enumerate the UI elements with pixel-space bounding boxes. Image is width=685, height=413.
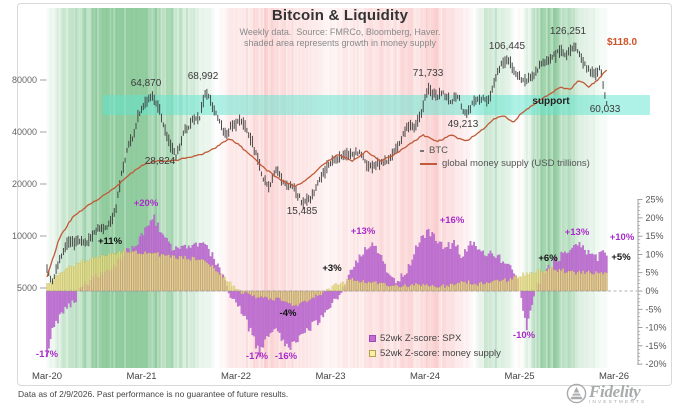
- legend-label-money-supply: global money supply (USD trillions): [442, 158, 590, 169]
- annotation-ms: +11%: [97, 236, 123, 247]
- annotation-price: 28,824: [144, 156, 176, 167]
- chart-subtitle-shading: shaded area represents growth in money s…: [243, 38, 437, 48]
- right-axis: 25% 20% 15% 10% 5% 0% -5% -10% -15% -20%: [637, 195, 667, 369]
- legend-item-btc: BTC: [420, 144, 590, 157]
- legend-label-zscore-spx: 52wk Z-score: SPX: [380, 333, 462, 344]
- y-axis-label-left: 80000: [12, 75, 37, 85]
- legend-item-money-supply: global money supply (USD trillions): [420, 157, 590, 170]
- annotation-support: support: [532, 96, 570, 107]
- btc-price-series: [46, 42, 608, 285]
- annotation-price: 15,485: [286, 206, 318, 217]
- money-supply-line-marker: [420, 162, 437, 165]
- annotation-price: 71,733: [412, 68, 444, 79]
- x-axis-label: Mar-23: [315, 371, 345, 382]
- y-axis-label-left: 5000: [17, 283, 37, 293]
- support-band: [102, 95, 650, 115]
- left-axis: 80000 40000 20000 10000 5000: [12, 75, 47, 293]
- y-axis-label-right: 10%: [646, 249, 664, 259]
- x-axis-label: Mar-26: [599, 371, 629, 382]
- y-axis-label-right: -10%: [646, 323, 667, 333]
- spx-bar-swatch: [369, 335, 376, 342]
- annotation-price: 106,445: [488, 41, 526, 52]
- btc-line-marker: [420, 149, 424, 152]
- annotation-spx: -17%: [245, 351, 269, 362]
- annotation-spx: -17%: [35, 349, 59, 360]
- annotation-spx: +13%: [350, 226, 376, 237]
- fidelity-wordmark: Fidelity INVESTMENTS: [589, 382, 647, 406]
- annotation-price: 68,992: [187, 71, 219, 82]
- legend-zscore: 52wk Z-score: SPX 52wk Z-score: money su…: [369, 331, 501, 361]
- annotation-ms: +5%: [611, 252, 631, 263]
- chart-title: Bitcoin & Liquidity: [271, 7, 409, 24]
- y-axis-label-right: 0%: [646, 286, 659, 296]
- annotation-ms: +3%: [322, 263, 342, 274]
- annotation-price: 49,213: [447, 119, 479, 130]
- chart-frame: [17, 3, 672, 386]
- y-axis-label-left: 10000: [12, 231, 37, 241]
- y-axis-label-right: 25%: [646, 195, 664, 205]
- y-axis-label-left: 40000: [12, 127, 37, 137]
- fidelity-investments: INVESTMENTS: [589, 400, 647, 405]
- annotation-money: $118.0: [606, 37, 638, 48]
- y-axis-label-right: -5%: [646, 304, 662, 314]
- annotation-spx: +16%: [439, 215, 465, 226]
- x-axis: Mar-20 Mar-21 Mar-22 Mar-23 Mar-24 Mar-25 Mar-…: [32, 371, 629, 382]
- legend-item-zscore-spx: 52wk Z-score: SPX: [369, 331, 501, 346]
- legend-label-btc: BTC: [429, 145, 448, 156]
- x-axis-label: Mar-24: [410, 371, 440, 382]
- annotation-ms: +6%: [538, 253, 558, 264]
- annotation-price: 64,870: [130, 78, 162, 89]
- legend-label-zscore-money-supply: 52wk Z-score: money supply: [380, 348, 501, 359]
- y-axis-label-right: -20%: [646, 359, 667, 369]
- x-axis-label: Mar-22: [221, 371, 251, 382]
- x-axis-label: Mar-20: [32, 371, 62, 382]
- y-axis-label-right: 20%: [646, 213, 664, 223]
- fidelity-pyramid-icon: [566, 383, 587, 404]
- y-axis-label-right: 5%: [646, 268, 659, 278]
- annotation-spx: +10%: [609, 232, 635, 243]
- annotation-price: 126,251: [549, 26, 587, 37]
- money-supply-growth-shading: [47, 8, 608, 368]
- chart-subtitle-source: Weekly data. Source: FMRCo, Bloomberg, H…: [239, 27, 441, 37]
- x-axis-label: Mar-21: [126, 371, 156, 382]
- money-supply-bar-swatch: [369, 350, 376, 357]
- x-axis-label: Mar-25: [504, 371, 534, 382]
- fidelity-logo: Fidelity INVESTMENTS: [566, 383, 646, 405]
- y-axis-label-left: 20000: [12, 179, 37, 189]
- annotation-spx: -16%: [274, 351, 298, 362]
- footer-disclaimer: Data as of 2/9/2026. Past performance is…: [18, 389, 289, 399]
- legend-item-zscore-money-supply: 52wk Z-score: money supply: [369, 346, 501, 361]
- money-supply-series: [46, 69, 608, 278]
- fidelity-name: Fidelity: [589, 382, 641, 401]
- annotation-spx: +13%: [564, 227, 590, 238]
- annotation-price: 60,033: [589, 104, 621, 115]
- annotation-spx: +20%: [133, 198, 159, 209]
- annotation-ms: -4%: [279, 308, 297, 319]
- legend-main: BTC global money supply (USD trillions): [420, 144, 590, 170]
- annotation-spx: -10%: [512, 330, 536, 341]
- y-axis-label-right: -15%: [646, 341, 667, 351]
- y-axis-label-right: 15%: [646, 231, 664, 241]
